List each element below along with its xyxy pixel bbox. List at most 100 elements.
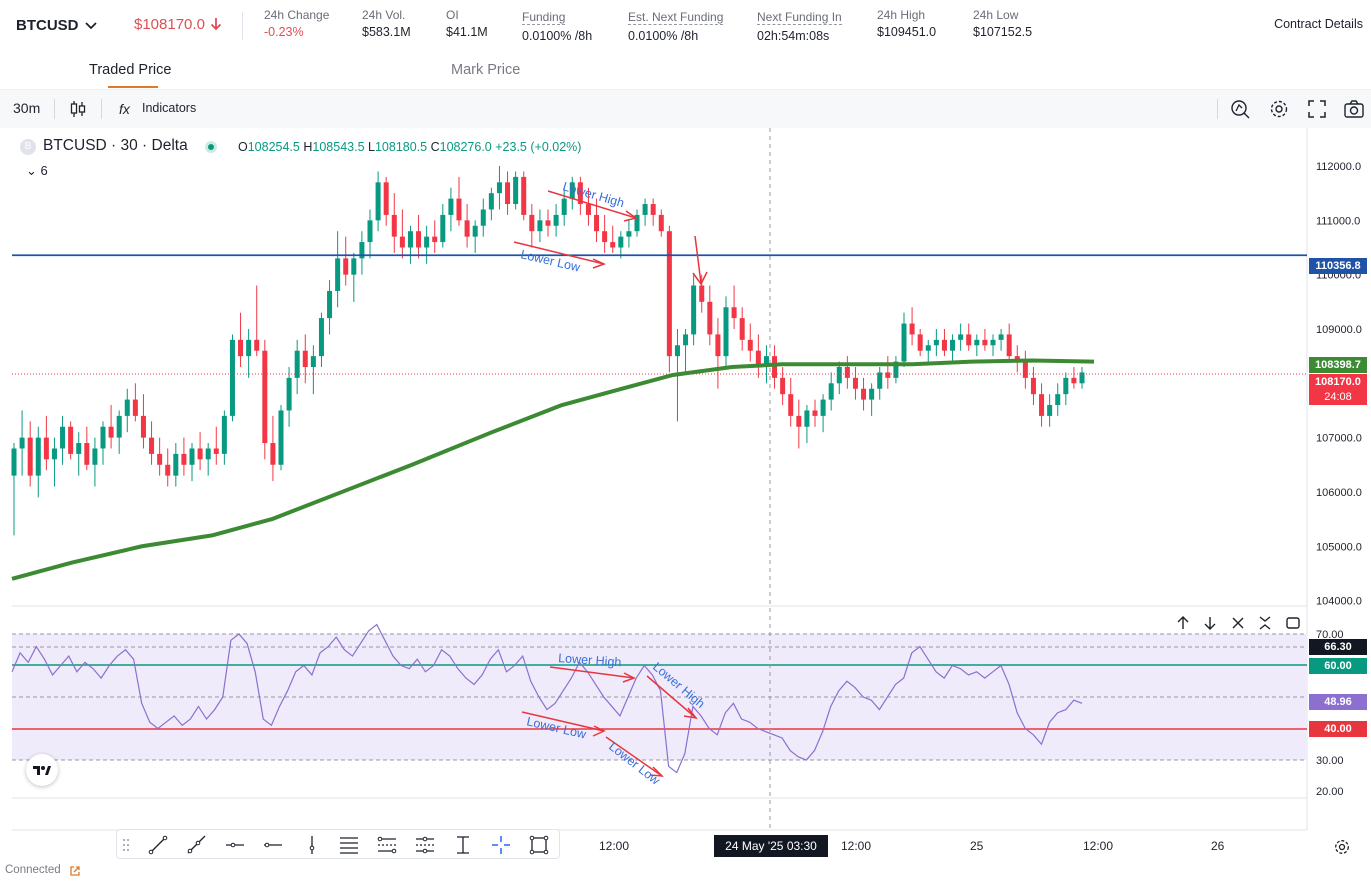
- contract-details-link[interactable]: Contract Details: [1274, 17, 1363, 31]
- camera-icon[interactable]: [1343, 98, 1365, 120]
- arrow-head: [692, 271, 708, 286]
- maximize-pane-icon[interactable]: [1284, 614, 1302, 632]
- open-key: O: [238, 140, 248, 154]
- fib-channel-icon[interactable]: [414, 834, 436, 856]
- low-key: L: [368, 140, 375, 154]
- high-value: 108543.5: [312, 140, 365, 154]
- candle-style-icon[interactable]: [67, 98, 89, 120]
- candle-body: [844, 367, 850, 378]
- candle-body: [351, 258, 357, 275]
- candle-body: [852, 377, 858, 389]
- stat-value: $583.1M: [362, 25, 411, 39]
- candle-body: [416, 231, 422, 248]
- rsi-tick-30: 30.00: [1316, 755, 1344, 767]
- rsi-line: [11, 623, 1083, 774]
- candle-body: [92, 448, 98, 465]
- parallel-channel-icon[interactable]: [338, 834, 360, 856]
- annotation-rsi-lower-high: Lower High: [558, 651, 622, 669]
- candle-body: [594, 214, 600, 232]
- arrow-head: [592, 725, 606, 737]
- rsi-60-tag: 60.00: [1309, 658, 1367, 674]
- candle-body: [407, 231, 413, 248]
- tab-mark-price[interactable]: Mark Price: [451, 62, 521, 78]
- candle-body: [812, 410, 818, 416]
- candle-body: [359, 242, 365, 259]
- candle-body: [84, 443, 90, 465]
- gear-icon[interactable]: [1268, 98, 1290, 120]
- candle-body: [132, 399, 138, 416]
- chart-settings-gear-icon[interactable]: [1333, 838, 1351, 856]
- chevron-down-icon[interactable]: [84, 18, 98, 32]
- candle-body: [618, 236, 624, 248]
- trend-line-icon[interactable]: [147, 834, 169, 856]
- candle-body: [189, 448, 195, 465]
- main-pane: [12, 128, 1307, 606]
- arrow-head: [622, 672, 636, 683]
- candle-body: [302, 350, 308, 367]
- candle-body: [909, 323, 915, 335]
- candle-body: [399, 236, 405, 248]
- candle-body: [157, 453, 163, 465]
- move-pane-down-icon[interactable]: [1201, 614, 1219, 632]
- external-link-icon[interactable]: [69, 865, 81, 877]
- candle-body: [683, 334, 689, 346]
- rsi-lower-high-arrow: [549, 666, 635, 679]
- candle-body: [456, 198, 462, 221]
- stat-value: -0.23%: [264, 25, 304, 39]
- stat-label: 24h Change: [264, 8, 330, 22]
- ray-icon[interactable]: [185, 834, 207, 856]
- stat-est-next-funding[interactable]: Est. Next Funding 0.0100% /8h: [628, 8, 724, 43]
- move-pane-up-icon[interactable]: [1174, 614, 1192, 632]
- crosshair-tool-icon[interactable]: [490, 834, 512, 856]
- tradingview-logo[interactable]: [26, 754, 58, 786]
- candle-body: [804, 410, 810, 427]
- candle-body: [254, 339, 260, 351]
- open-value: 108254.5: [247, 140, 300, 154]
- candle-body: [472, 225, 478, 237]
- candle-body: [173, 453, 179, 476]
- candle-body: [950, 339, 956, 351]
- function-icon[interactable]: fx: [116, 98, 138, 120]
- symbol-selector[interactable]: BTCUSD: [16, 17, 79, 34]
- candle-body: [521, 176, 527, 215]
- indicators-button[interactable]: Indicators: [142, 101, 197, 115]
- crosshair-cursor-icon[interactable]: [1229, 98, 1251, 120]
- time-axis[interactable]: 12:00 12:00 25 12:00 26: [599, 839, 1225, 853]
- candle-body: [367, 220, 373, 243]
- close-key: C: [430, 140, 440, 154]
- stat-funding[interactable]: Funding 0.0100% /8h: [522, 8, 592, 43]
- price-range-icon[interactable]: [452, 834, 474, 856]
- rsi-value-tag: 48.96: [1309, 694, 1367, 710]
- legend-collapse-toggle[interactable]: ⌄ 6: [26, 163, 48, 179]
- candle-body: [505, 182, 511, 205]
- candle-body: [108, 426, 114, 438]
- drag-handle-icon[interactable]: [119, 834, 133, 856]
- stat-next-funding-in[interactable]: Next Funding In 02h:54m:08s: [757, 8, 842, 43]
- candle-body: [19, 437, 25, 449]
- price-tick: 107000.0: [1316, 433, 1362, 445]
- close-icon[interactable]: [1229, 614, 1247, 632]
- candle-body: [43, 437, 49, 460]
- candle-body: [998, 334, 1004, 340]
- horizontal-line-icon[interactable]: [262, 834, 284, 856]
- candle-body: [861, 388, 867, 400]
- candle-body: [1063, 377, 1069, 395]
- rectangle-tool-icon[interactable]: [528, 834, 550, 856]
- candle-body: [1055, 394, 1061, 406]
- candle-body: [100, 426, 106, 449]
- candle-body: [707, 301, 713, 335]
- tab-traded-price[interactable]: Traded Price: [89, 62, 172, 78]
- candle-body: [772, 356, 778, 378]
- fib-retracement-icon[interactable]: [376, 834, 398, 856]
- price-axis[interactable]: 112000.0111000.0110000.0109000.0108000.0…: [1316, 161, 1362, 608]
- vertical-line-icon[interactable]: [301, 834, 323, 856]
- timeframe-selector[interactable]: 30m: [13, 100, 41, 116]
- fullscreen-icon[interactable]: [1306, 98, 1328, 120]
- horizontal-ray-icon[interactable]: [224, 834, 246, 856]
- candle-body: [763, 356, 769, 367]
- collapse-pane-icon[interactable]: [1256, 614, 1274, 632]
- candle-body: [270, 443, 276, 465]
- candle-body: [480, 209, 486, 226]
- candle-body: [820, 399, 826, 416]
